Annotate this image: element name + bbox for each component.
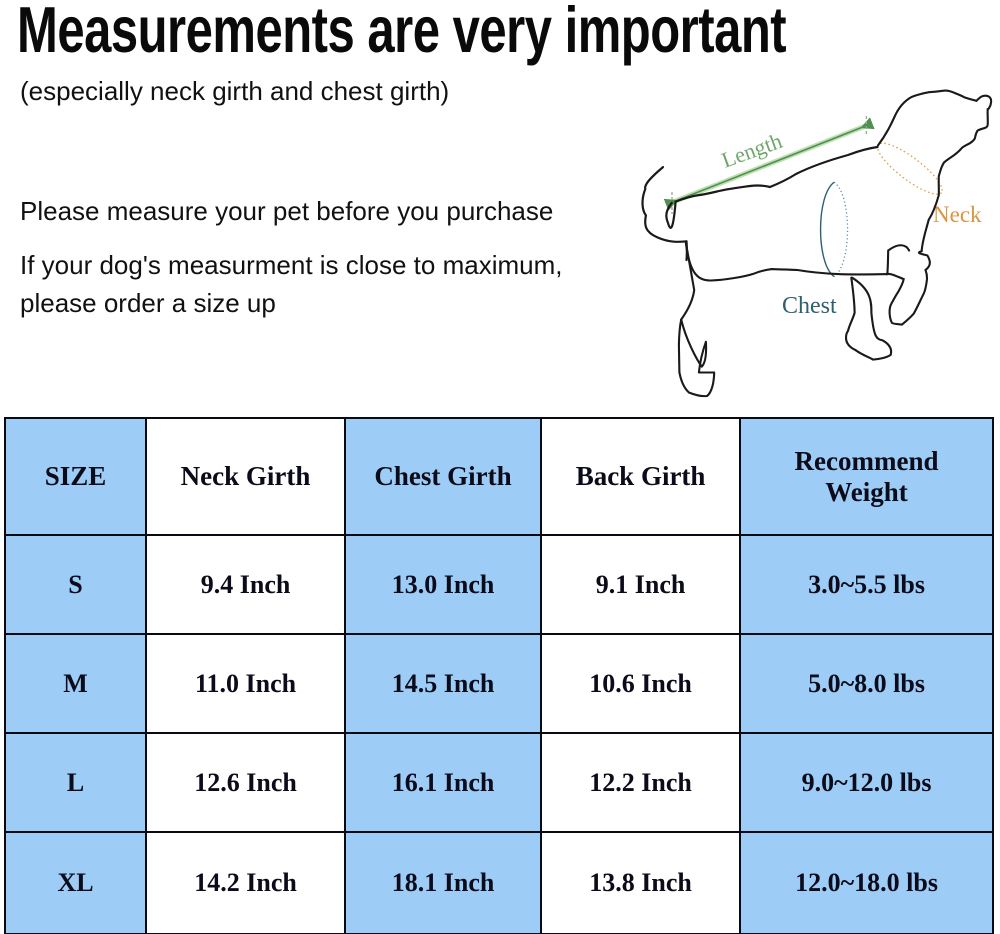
svg-text:Neck: Neck bbox=[933, 202, 982, 227]
svg-text:Chest: Chest bbox=[782, 293, 837, 319]
svg-text:Length: Length bbox=[718, 128, 785, 173]
